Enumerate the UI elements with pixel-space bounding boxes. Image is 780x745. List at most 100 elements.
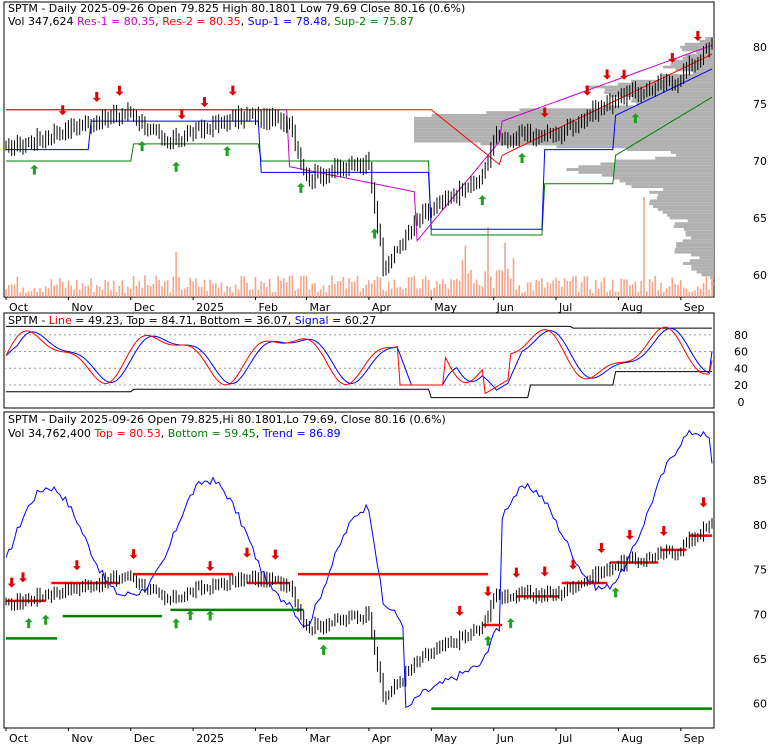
volume-bar bbox=[637, 292, 640, 297]
volume-profile-bar bbox=[685, 54, 714, 58]
volume-bar bbox=[529, 282, 532, 297]
volume-bar bbox=[336, 281, 339, 297]
up-arrow bbox=[506, 618, 515, 629]
volume-bar bbox=[192, 281, 194, 297]
volume-bar bbox=[694, 290, 696, 297]
volume-profile-bar bbox=[613, 176, 714, 180]
volume-bar bbox=[393, 279, 396, 297]
volume-bar bbox=[291, 275, 294, 297]
volume-bar bbox=[433, 287, 435, 297]
volume-bar bbox=[322, 285, 325, 297]
volume-bar bbox=[487, 227, 489, 297]
volume-bar bbox=[708, 289, 710, 297]
volume-bar bbox=[600, 281, 603, 297]
volume-bar bbox=[87, 285, 90, 297]
x-tick-label: 2025 bbox=[196, 301, 224, 314]
volume-profile-bar bbox=[649, 190, 714, 194]
volume-bar bbox=[70, 285, 73, 297]
volume-bar bbox=[359, 291, 362, 297]
volume-profile-bar bbox=[691, 264, 714, 268]
header-part: Top bbox=[125, 314, 145, 327]
down-arrow bbox=[7, 577, 16, 588]
volume-profile-bar bbox=[480, 142, 714, 146]
up-arrow bbox=[478, 195, 487, 206]
up-arrow bbox=[206, 610, 215, 621]
volume-bar bbox=[152, 284, 155, 297]
header-part: Line bbox=[49, 314, 72, 327]
down-arrow bbox=[129, 549, 138, 560]
volume-bar bbox=[141, 288, 143, 297]
volume-profile-bar bbox=[663, 188, 714, 191]
volume-bar bbox=[436, 281, 438, 297]
up-arrow bbox=[319, 644, 328, 655]
volume-bar bbox=[59, 277, 61, 297]
volume-bar bbox=[149, 285, 152, 297]
volume-bar bbox=[387, 281, 390, 297]
volume-profile-bar bbox=[684, 227, 714, 231]
volume-profile-bar bbox=[690, 253, 714, 257]
volume-bar bbox=[189, 277, 192, 297]
volume-bar bbox=[441, 279, 444, 297]
volume-profile-bar bbox=[685, 230, 714, 234]
volume-profile-bar bbox=[675, 153, 714, 157]
volume-bar bbox=[135, 285, 138, 297]
y-tick-label: 0 bbox=[738, 396, 745, 409]
header-part: Vol 34,762,400 bbox=[8, 427, 94, 440]
volume-bar bbox=[64, 287, 67, 297]
volume-bar bbox=[410, 276, 413, 297]
volume-profile-bar bbox=[556, 145, 714, 149]
volume-bar bbox=[121, 280, 124, 297]
volume-profile-bar bbox=[414, 139, 714, 143]
volume-bar bbox=[266, 286, 268, 297]
volume-bar bbox=[583, 276, 586, 297]
volume-bar bbox=[10, 284, 13, 297]
volume-bar bbox=[362, 288, 365, 297]
volume-profile-bar bbox=[604, 105, 714, 109]
volume-profile-bar bbox=[578, 170, 714, 174]
volume-bar bbox=[566, 280, 569, 297]
volume-bar bbox=[504, 242, 506, 297]
volume-bar bbox=[651, 281, 654, 297]
volume-bar bbox=[402, 289, 404, 297]
x-tick-label: 2025 bbox=[196, 732, 224, 745]
header-part: SPTM - Daily 2025-09-26 Open 79.825 High… bbox=[8, 2, 465, 15]
volume-bar bbox=[277, 275, 279, 297]
volume-bar bbox=[198, 286, 200, 297]
volume-profile-bar bbox=[625, 182, 714, 186]
volume-bar bbox=[110, 290, 112, 297]
volume-bar bbox=[232, 292, 234, 297]
volume-bar bbox=[563, 278, 566, 297]
volume-bar bbox=[490, 276, 492, 297]
y-tick-label: 40 bbox=[734, 362, 748, 375]
volume-bar bbox=[50, 279, 53, 297]
support-resistance-lines bbox=[6, 44, 713, 242]
volume-profile-bar bbox=[685, 233, 714, 237]
header-part: Res-2 = 80.35 bbox=[162, 15, 240, 28]
up-arrow bbox=[172, 161, 181, 172]
volume-bar bbox=[634, 281, 637, 297]
volume-bar bbox=[631, 284, 634, 297]
volume-profile-bar bbox=[414, 128, 714, 132]
volume-profile-bar bbox=[566, 168, 714, 171]
volume-bar bbox=[319, 289, 322, 297]
volume-bar bbox=[206, 290, 209, 297]
y-tick-label: 70 bbox=[753, 608, 767, 621]
volume-profile-bar bbox=[649, 202, 714, 206]
volume-profile-bar bbox=[696, 51, 714, 55]
volume-bar bbox=[251, 289, 254, 297]
volume-bar bbox=[172, 276, 175, 297]
volume-profile-bar bbox=[661, 74, 714, 77]
y-tick-label: 65 bbox=[753, 212, 767, 225]
volume-bar bbox=[166, 280, 169, 297]
x-tick-label: Jul bbox=[558, 301, 572, 314]
volume-bar bbox=[495, 270, 498, 297]
volume-bar bbox=[73, 289, 75, 297]
y-tick-label: 80 bbox=[753, 519, 767, 532]
oscillator-lines bbox=[5, 325, 713, 399]
x-tick-label: Mar bbox=[310, 301, 331, 314]
volume-bar bbox=[300, 275, 302, 297]
volume-bar bbox=[458, 280, 461, 297]
volume-bar bbox=[175, 252, 177, 297]
volume-bar bbox=[419, 288, 421, 297]
volume-profile-bar bbox=[682, 239, 714, 243]
